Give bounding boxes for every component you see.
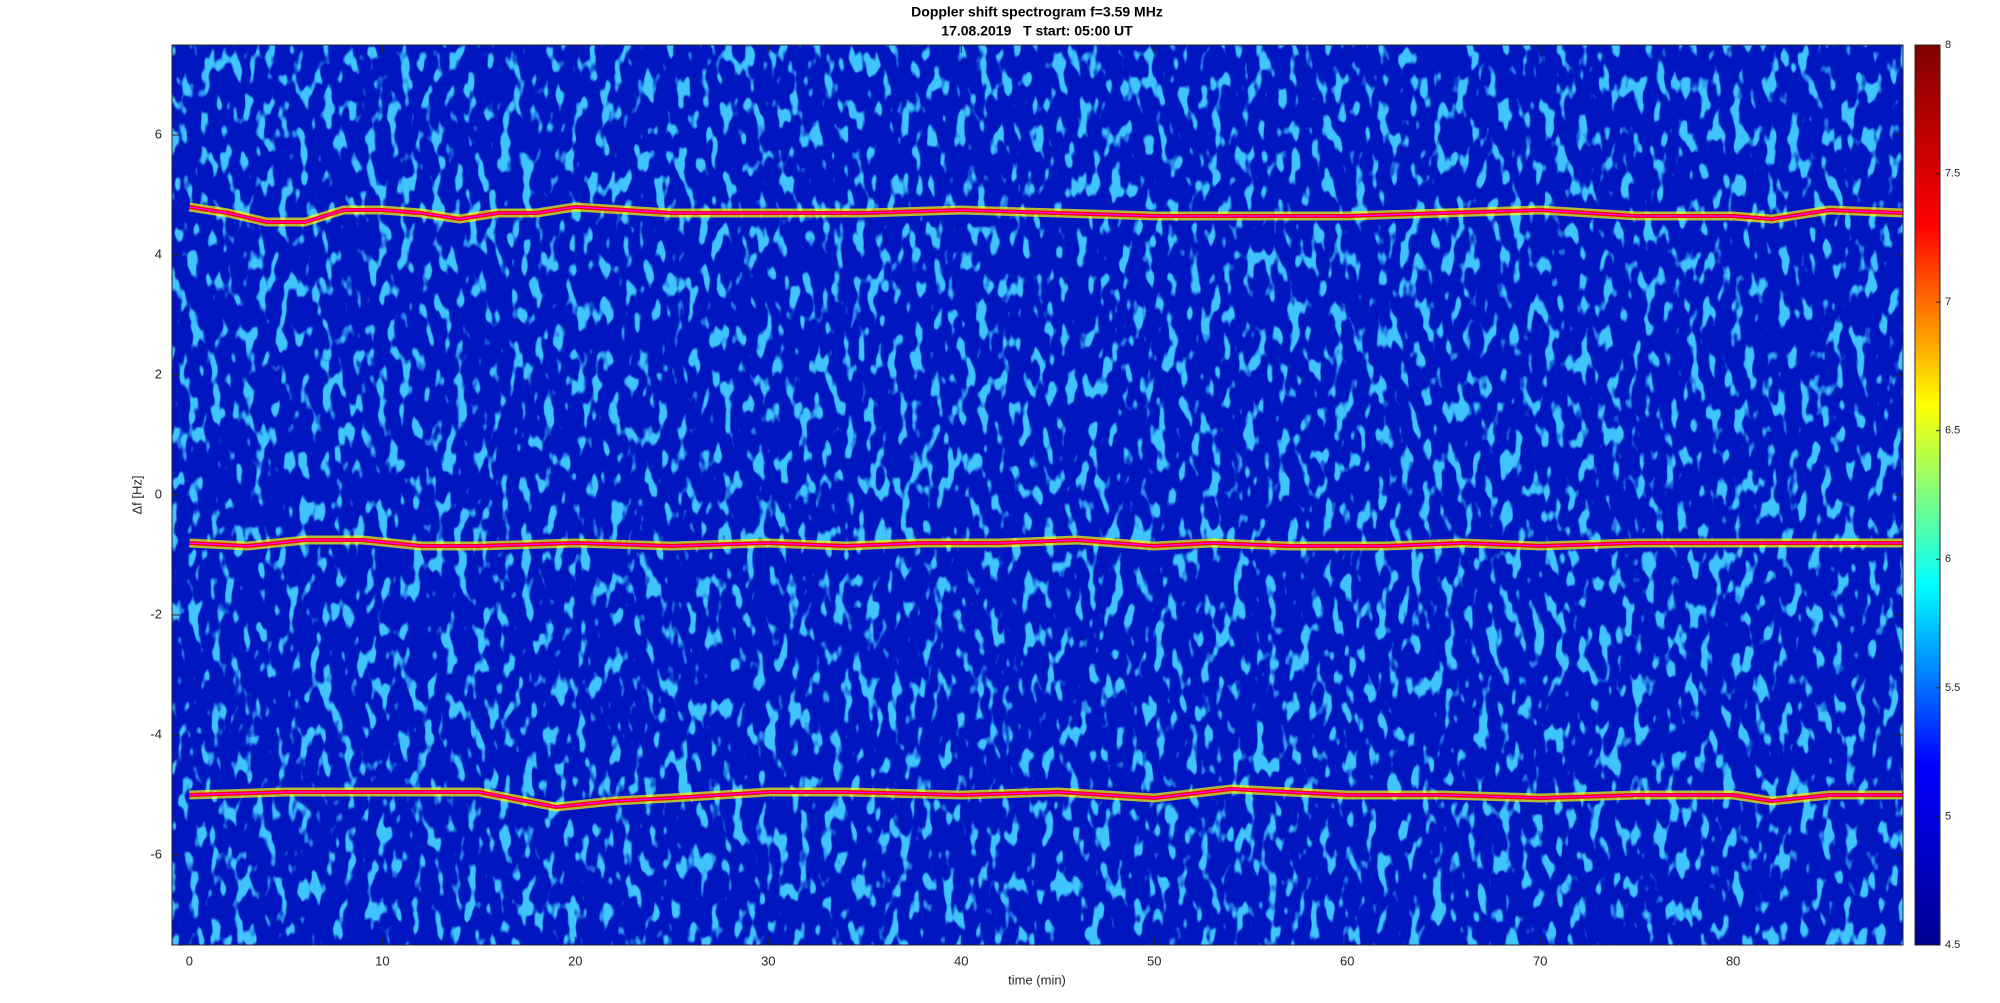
colorbar-tick-label: 5 bbox=[1945, 810, 1951, 822]
x-tick-label: 30 bbox=[761, 953, 775, 968]
x-tick-label: 20 bbox=[568, 953, 582, 968]
x-tick-label: 0 bbox=[186, 953, 193, 968]
y-tick-label: -4 bbox=[150, 726, 162, 741]
colorbar-tick-label: 8 bbox=[1945, 39, 1951, 51]
x-tick-label: 50 bbox=[1147, 953, 1161, 968]
colorbar-tick-label: 6.5 bbox=[1945, 425, 1960, 437]
x-tick-label: 60 bbox=[1340, 953, 1354, 968]
y-tick-label: 4 bbox=[155, 246, 162, 261]
y-tick-label: 0 bbox=[155, 486, 162, 501]
x-tick-label: 40 bbox=[954, 953, 968, 968]
y-tick-label: 6 bbox=[155, 126, 162, 141]
colorbar-tick-label: 5.5 bbox=[1945, 682, 1960, 694]
trace-line bbox=[189, 206, 1904, 223]
y-tick-label: -6 bbox=[150, 846, 162, 861]
trace-line bbox=[189, 788, 1903, 808]
trace-line bbox=[189, 539, 1903, 547]
noise-texture bbox=[172, 45, 1903, 945]
y-tick-label: 2 bbox=[155, 366, 162, 381]
x-axis-label: time (min) bbox=[1008, 972, 1066, 987]
x-tick-label: 10 bbox=[375, 953, 389, 968]
colorbar-tick-label: 7.5 bbox=[1945, 167, 1960, 179]
colorbar-tick-label: 7 bbox=[1945, 296, 1951, 308]
chart-subtitle: 17.08.2019 T start: 05:00 UT bbox=[941, 23, 1133, 39]
y-axis-label: Δf [Hz] bbox=[129, 475, 144, 514]
y-tick-label: -2 bbox=[150, 606, 162, 621]
colorbar-tick-label: 4.5 bbox=[1945, 939, 1960, 951]
colorbar bbox=[1914, 44, 1941, 946]
x-tick-label: 80 bbox=[1726, 953, 1740, 968]
x-tick-label: 70 bbox=[1533, 953, 1547, 968]
colorbar-tick-label: 6 bbox=[1945, 553, 1951, 565]
chart-title: Doppler shift spectrogram f=3.59 MHz bbox=[911, 4, 1163, 20]
